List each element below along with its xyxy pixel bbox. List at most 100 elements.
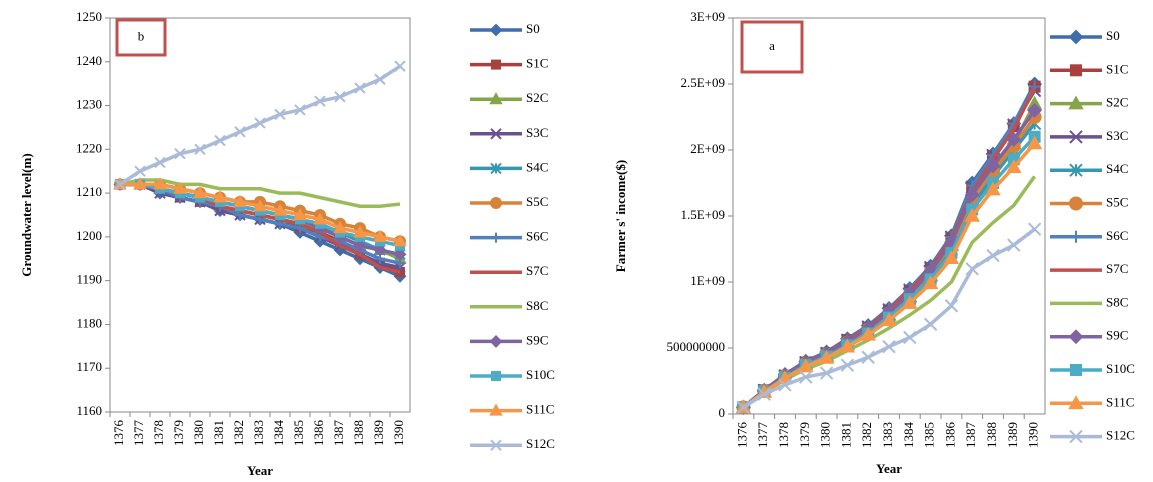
marker	[490, 197, 502, 209]
marker	[1006, 132, 1022, 147]
marker	[253, 199, 267, 212]
legend-label: S8C	[1106, 294, 1128, 309]
marker	[1069, 429, 1083, 444]
y-tick-label: 3E+09	[690, 9, 725, 24]
y-tick-label: 1250	[76, 9, 102, 24]
marker	[273, 203, 287, 216]
x-tick-label: 1383	[251, 420, 266, 446]
x-tick-label: 1379	[797, 422, 812, 448]
marker	[254, 117, 266, 129]
marker	[1006, 159, 1022, 173]
marker	[490, 439, 502, 451]
marker	[799, 370, 813, 384]
series-line	[742, 83, 1037, 409]
x-tick-label: 1380	[191, 420, 206, 446]
x-tick-label: 1385	[922, 422, 937, 448]
marker	[394, 60, 406, 72]
legend-label: S11C	[1106, 394, 1134, 409]
x-axis-label: Year	[876, 461, 902, 476]
panel-label: a	[769, 38, 775, 53]
y-tick-label: 2.5E+09	[680, 75, 725, 90]
marker	[1069, 196, 1083, 211]
legend-label: S12C	[526, 436, 555, 451]
marker	[882, 339, 896, 354]
marker	[374, 73, 386, 85]
marker	[1068, 95, 1084, 110]
y-tick-label: 500000000	[667, 339, 726, 354]
legend-label: S5C	[526, 194, 548, 209]
marker	[294, 104, 306, 116]
panel-label-box	[740, 20, 804, 74]
panel-label: b	[138, 28, 145, 43]
marker	[174, 148, 186, 160]
legend-label: S3C	[1106, 128, 1128, 143]
marker	[736, 400, 751, 415]
marker	[173, 181, 187, 194]
x-tick-label: 1382	[231, 420, 246, 446]
y-axis-label: Farmer s' income($)	[613, 160, 628, 272]
plot-frame	[732, 17, 1046, 415]
marker	[1068, 329, 1084, 345]
series-line	[742, 85, 1037, 409]
x-tick-label: 1386	[311, 420, 326, 447]
marker	[1027, 222, 1042, 236]
marker	[986, 248, 1000, 263]
marker	[757, 387, 771, 401]
marker	[903, 330, 917, 345]
marker	[373, 229, 387, 242]
x-tick-label: 1379	[171, 420, 186, 446]
marker	[233, 194, 247, 207]
marker	[334, 91, 346, 103]
marker	[1070, 64, 1082, 77]
y-tick-label: 0	[719, 405, 726, 420]
marker	[490, 162, 502, 175]
marker	[819, 366, 834, 380]
marker	[134, 165, 146, 177]
x-axis-label: Year	[247, 463, 273, 478]
marker	[373, 243, 387, 257]
marker	[881, 312, 897, 327]
legend-label: S4C	[1106, 161, 1128, 176]
legend-label: S6C	[526, 229, 548, 244]
marker	[778, 378, 792, 392]
marker	[1070, 230, 1082, 243]
legend-label: S2C	[526, 90, 548, 105]
marker	[1069, 163, 1083, 177]
x-tick-label: 1383	[880, 422, 895, 448]
x-tick-label: 1376	[734, 422, 749, 449]
y-axis-label: Groundwater level(m)	[19, 153, 34, 276]
legend-label: S8C	[526, 298, 548, 313]
marker	[314, 95, 326, 107]
x-tick-label: 1378	[776, 422, 791, 448]
x-tick-label: 1386	[942, 422, 957, 449]
marker	[293, 207, 307, 220]
y-tick-label: 1230	[76, 97, 102, 112]
marker	[1026, 135, 1043, 150]
marker	[491, 59, 501, 70]
legend-label: S2C	[1106, 95, 1128, 110]
x-tick-label: 1381	[211, 420, 226, 446]
x-tick-label: 1377	[755, 422, 770, 449]
marker	[353, 225, 367, 238]
y-tick-label: 1240	[76, 53, 102, 68]
marker	[153, 177, 167, 190]
legend-label: S7C	[526, 263, 548, 278]
legend-label: S1C	[526, 56, 548, 71]
marker	[154, 156, 166, 169]
marker	[965, 262, 979, 276]
marker	[214, 134, 226, 147]
y-tick-label: 1.5E+09	[680, 207, 725, 222]
marker	[491, 371, 501, 381]
series-line	[742, 87, 1037, 409]
series-line	[119, 64, 401, 186]
marker	[964, 207, 980, 222]
marker	[923, 317, 938, 331]
x-tick-label: 1380	[818, 422, 833, 448]
marker	[1070, 364, 1082, 376]
legend-label: S11C	[526, 402, 554, 417]
marker	[489, 92, 503, 105]
marker	[489, 23, 503, 37]
y-tick-label: 1180	[76, 315, 102, 330]
legend-label: S6C	[1106, 228, 1128, 243]
